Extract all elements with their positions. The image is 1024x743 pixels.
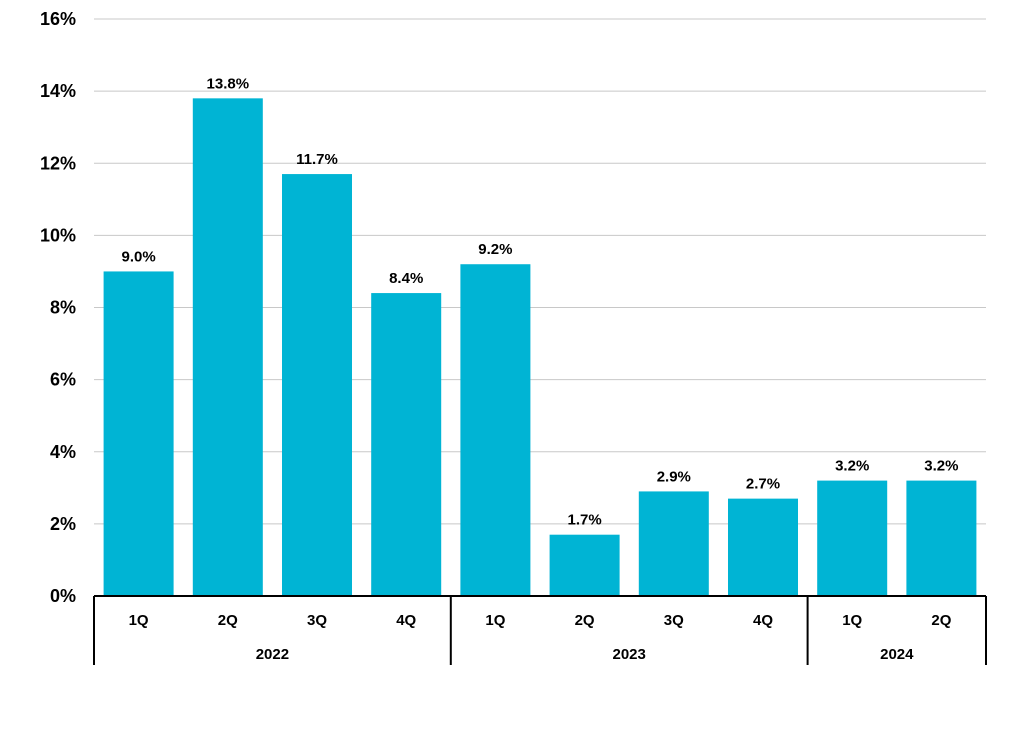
x-tick-label: 2Q <box>931 612 951 629</box>
data-labels: 9.0% 13.8% 11.7% 8.4% 9.2% 1.7% 2.9% 2.7% 3.2% 3.… <box>121 75 958 528</box>
x-tick-label: 2Q <box>575 612 595 629</box>
x-group-label: 2022 <box>256 646 289 663</box>
bar <box>371 293 442 596</box>
bars <box>103 98 977 597</box>
x-tick-label: 3Q <box>664 612 684 629</box>
bar <box>549 534 620 596</box>
x-tick-label: 4Q <box>396 612 416 629</box>
x-tick-label: 1Q <box>485 612 505 629</box>
x-tick-label: 1Q <box>842 612 862 629</box>
bar <box>906 480 977 596</box>
x-tick-label: 3Q <box>307 612 327 629</box>
data-label: 2.9% <box>657 468 691 485</box>
data-label: 3.2% <box>835 458 869 475</box>
data-label: 8.4% <box>389 270 423 287</box>
x-group-label: 2023 <box>613 646 646 663</box>
x-tick-label: 4Q <box>753 612 773 629</box>
y-tick-label: 0% <box>50 586 76 606</box>
data-label: 9.2% <box>478 241 512 258</box>
y-tick-label: 2% <box>50 514 76 534</box>
x-group-label: 2024 <box>880 646 914 663</box>
bar <box>460 264 531 596</box>
x-tick-label: 1Q <box>129 612 149 629</box>
x-tick-label: 2Q <box>218 612 238 629</box>
bar <box>728 498 798 596</box>
y-axis: 0% 2% 4% 6% 8% 10% 12% 14% 16% <box>40 9 76 606</box>
data-label: 11.7% <box>296 151 338 168</box>
y-tick-label: 14% <box>40 81 76 101</box>
y-tick-label: 16% <box>40 9 76 29</box>
y-tick-label: 6% <box>50 370 76 390</box>
data-label: 13.8% <box>207 75 250 92</box>
y-tick-label: 8% <box>50 298 76 318</box>
data-label: 9.0% <box>121 248 155 265</box>
bar <box>282 174 352 596</box>
bar <box>817 480 888 596</box>
y-tick-label: 10% <box>40 225 76 245</box>
y-tick-label: 12% <box>40 153 76 173</box>
data-label: 3.2% <box>924 458 958 475</box>
bar <box>103 271 174 596</box>
data-label: 1.7% <box>567 512 601 529</box>
bar <box>192 98 263 597</box>
bar <box>638 491 709 596</box>
y-tick-label: 4% <box>50 442 76 462</box>
data-label: 2.7% <box>746 476 780 493</box>
x-axis: 1Q 2Q 3Q 4Q 1Q 2Q 3Q 4Q 1Q 2Q 2022 2023 2024 <box>93 595 987 665</box>
